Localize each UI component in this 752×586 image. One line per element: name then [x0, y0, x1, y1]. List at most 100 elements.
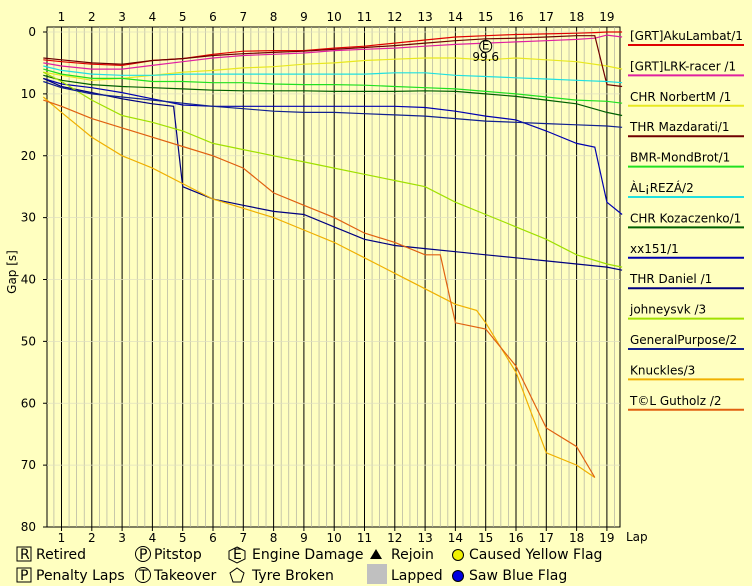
legend: [GRT]AkuLambat/1 [GRT]LRK-racer /1 CHR Nor… [628, 29, 744, 411]
y-axis: 0 10 20 30 40 50 60 70 80 [21, 25, 47, 534]
legend-label: T©L Gutholz /2 [629, 394, 722, 408]
series-line [43, 77, 623, 215]
legend-item: T©L Gutholz /2 [628, 394, 744, 411]
legend-label: [GRT]AkuLambat/1 [630, 29, 743, 43]
saw-blue-key: Saw Blue Flag [452, 568, 567, 584]
penalty-label: Penalty Laps [36, 568, 125, 584]
takeover-symbol: T [138, 568, 148, 584]
takeover-icon [135, 567, 151, 583]
engine-damage-label: Engine Damage [252, 547, 364, 563]
x-tick-label-bottom: 13 [417, 531, 432, 545]
x-tick-label-bottom: 1 [58, 531, 66, 545]
x-tick-label-bottom: 9 [300, 531, 308, 545]
x-tick-label-bottom: 10 [327, 531, 342, 545]
tyre-broken-key: Tyre Broken [229, 567, 334, 584]
x-axis-top: 1 2 3 4 5 6 7 8 9 10 11 12 13 14 15 16 17 18 19 [58, 10, 615, 24]
y-tick-label: 60 [21, 396, 36, 410]
legend-item: xx151/1 [628, 242, 744, 259]
x-tick-label-top: 5 [179, 10, 187, 24]
legend-item: johneysvk /3 [628, 303, 744, 320]
x-tick-label-bottom: 14 [448, 531, 463, 545]
legend-label: [GRT]LRK-racer /1 [630, 59, 736, 73]
penalty-key: P Penalty Laps [16, 567, 125, 584]
series-line [43, 57, 623, 81]
takeover-label: Takeover [153, 568, 216, 584]
x-tick-label-bottom: 18 [569, 531, 584, 545]
legend-item: CHR NorbertM /1 [628, 90, 744, 107]
caused-yellow-key: Caused Yellow Flag [452, 547, 602, 563]
y-tick-label: 20 [21, 149, 36, 163]
series-line [43, 65, 623, 84]
y-tick-label: 80 [21, 520, 36, 534]
engine-damage-key: E Engine Damage [228, 546, 364, 564]
engine-damage-symbol: E [233, 547, 242, 563]
yellow-flag-icon [452, 549, 464, 561]
legend-item: [GRT]AkuLambat/1 [628, 29, 744, 46]
x-tick-label-top: 18 [569, 10, 584, 24]
series-line [43, 74, 623, 117]
x-tick-label-top: 11 [357, 10, 372, 24]
x-tick-label-top: 8 [270, 10, 278, 24]
series-line [43, 80, 623, 128]
retired-symbol: R [20, 547, 30, 563]
legend-label: BMR-MondBrot/1 [630, 151, 730, 165]
y-tick-label: 40 [21, 273, 36, 287]
x-tick-label-top: 7 [239, 10, 247, 24]
engine-damage-mark-symbol: E [482, 39, 490, 53]
legend-label: CHR NorbertM /1 [630, 90, 731, 104]
x-tick-label-bottom: 4 [149, 531, 157, 545]
legend-item: THR Mazdarati/1 [628, 120, 744, 138]
legend-item: GeneralPurpose/2 [628, 333, 744, 350]
x-tick-label-bottom: 5 [179, 531, 187, 545]
y-axis-label: Gap [s] [5, 250, 19, 294]
rejoin-icon [370, 549, 382, 559]
grid-layer [46, 26, 621, 528]
saw-blue-label: Saw Blue Flag [469, 568, 567, 584]
series-line [43, 71, 623, 268]
x-tick-label-bottom: 17 [539, 531, 554, 545]
tyre-broken-icon [229, 567, 245, 583]
series-line [43, 68, 623, 104]
x-tick-label-top: 17 [539, 10, 554, 24]
legend-item: ÀL¡REZÁ/2 [628, 180, 744, 198]
rejoin-label: Rejoin [391, 547, 434, 563]
x-axis-bottom: 1 2 3 4 5 6 7 8 9 10 11 12 13 14 15 16 17 18 19 [58, 527, 615, 545]
legend-item: [GRT]LRK-racer /1 [628, 59, 744, 77]
x-tick-label-bottom: 11 [357, 531, 372, 545]
legend-label: johneysvk /3 [629, 303, 706, 317]
series-line [43, 99, 596, 478]
legend-label: xx151/1 [630, 242, 679, 256]
caused-yellow-label: Caused Yellow Flag [469, 547, 602, 563]
x-tick-label-top: 2 [88, 10, 96, 24]
legend-label: ÀL¡REZÁ/2 [630, 180, 694, 195]
x-tick-label-bottom: 8 [270, 531, 278, 545]
x-tick-label-bottom: 15 [478, 531, 493, 545]
x-tick-label-top: 13 [417, 10, 432, 24]
x-tick-label-top: 3 [118, 10, 126, 24]
x-tick-label-top: 19 [599, 10, 614, 24]
x-tick-label-bottom: 3 [118, 531, 126, 545]
x-tick-label-top: 15 [478, 10, 493, 24]
x-tick-label-bottom: 2 [88, 531, 96, 545]
x-tick-label-top: 4 [149, 10, 157, 24]
pitstop-symbol: P [139, 547, 147, 563]
pitstop-icon [135, 546, 151, 562]
x-tick-label-top: 16 [508, 10, 523, 24]
retired-label: Retired [36, 547, 86, 563]
rejoin-key: Rejoin [370, 547, 434, 563]
legend-item: BMR-MondBrot/1 [628, 151, 744, 168]
y-tick-label: 50 [21, 334, 36, 348]
series-layer [42, 31, 623, 478]
retired-key: R Retired [16, 546, 86, 563]
x-tick-label-top: 12 [387, 10, 402, 24]
y-tick-label: 70 [21, 458, 36, 472]
x-tick-label-bottom: 7 [239, 531, 247, 545]
x-tick-label-bottom: 12 [387, 531, 402, 545]
engine-damage-icon [228, 546, 246, 564]
plot-frame [46, 26, 621, 528]
x-tick-label-top: 9 [300, 10, 308, 24]
y-tick-label: 10 [21, 87, 36, 101]
blue-flag-icon [452, 570, 464, 582]
x-tick-label-bottom: 6 [209, 531, 217, 545]
